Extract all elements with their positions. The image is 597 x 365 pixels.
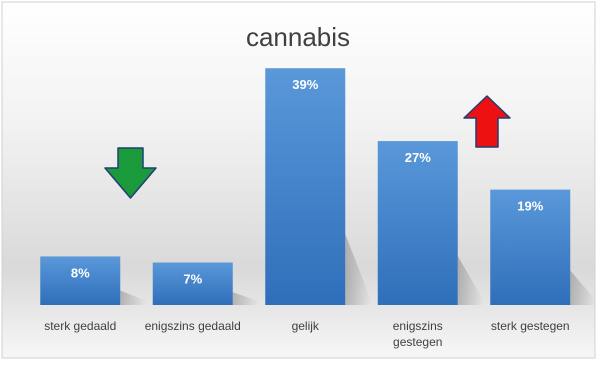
category-label: gelijk	[292, 319, 320, 333]
category-label: sterk gedaald	[44, 319, 116, 333]
bar-shadow	[570, 270, 597, 305]
bar-shadow	[345, 233, 372, 305]
labels-layer: 8% sterk gedaald 7% enigszins gedaald 39% gel…	[44, 77, 569, 349]
data-label: 39%	[292, 77, 318, 92]
bar-shadow	[457, 255, 484, 305]
up-arrow-icon	[463, 95, 511, 148]
category-label: enigszins gestegen	[393, 319, 443, 349]
bar-shadow	[232, 292, 259, 305]
category-label: enigszins gedaald	[145, 319, 241, 333]
bar	[377, 141, 458, 305]
bar	[40, 256, 121, 305]
data-label: 8%	[71, 265, 90, 280]
data-label: 7%	[183, 272, 202, 287]
bars-layer	[40, 68, 597, 305]
data-label: 27%	[405, 150, 431, 165]
bar-shadow	[120, 290, 147, 305]
down-arrow-icon	[104, 147, 157, 199]
data-label: 19%	[517, 199, 543, 214]
bar	[152, 262, 233, 305]
bar	[490, 189, 571, 305]
bar	[265, 68, 346, 305]
chart-title: cannabis	[246, 22, 350, 52]
category-label: sterk gestegen	[491, 319, 570, 333]
